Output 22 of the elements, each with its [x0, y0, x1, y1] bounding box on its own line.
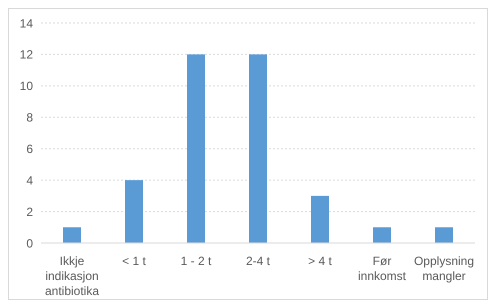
x-tick-label: Opplysning mangler	[414, 254, 474, 283]
x-tick-label: Før innkomst	[358, 254, 407, 283]
y-tick-label: 0	[26, 236, 34, 250]
bar	[187, 54, 205, 243]
bar	[311, 196, 329, 243]
bar	[249, 54, 267, 243]
x-tick-label: < 1 t	[122, 254, 147, 268]
bar	[125, 180, 143, 243]
y-tick-label: 12	[20, 48, 34, 62]
bar	[435, 227, 453, 243]
x-tick-label: > 4 t	[308, 254, 333, 268]
y-tick-label: 14	[20, 16, 34, 30]
bar	[63, 227, 81, 243]
x-tick-label: 2-4 t	[246, 254, 271, 268]
x-tick-label: 1 - 2 t	[180, 254, 212, 268]
y-tick-label: 8	[26, 110, 34, 125]
y-tick-label: 10	[20, 79, 34, 94]
y-tick-label: 4	[26, 173, 34, 188]
y-tick-label: 2	[26, 204, 34, 219]
y-tick-label: 6	[26, 142, 34, 156]
x-tick-label: Ikkje indikasjon antibiotika	[44, 254, 100, 298]
bar	[373, 227, 391, 243]
